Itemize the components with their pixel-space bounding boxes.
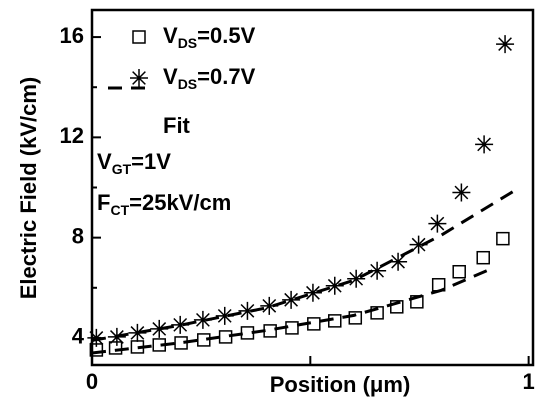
- star-marker: [238, 301, 257, 320]
- fit-line: [91, 188, 517, 342]
- star-marker: [452, 183, 471, 202]
- star-marker: [368, 261, 387, 280]
- square-marker: [452, 264, 466, 279]
- star-marker: [260, 296, 279, 315]
- star-marker: [496, 35, 515, 54]
- legend-label: VDS=0.7V: [163, 64, 256, 92]
- x-axis-label: Position (μm): [270, 372, 411, 397]
- annotation: VGT=1V: [97, 149, 171, 177]
- star-marker: [409, 235, 428, 254]
- star-marker: [215, 306, 234, 325]
- star-marker: [193, 310, 212, 329]
- legend-label: VDS=0.5V: [163, 23, 256, 51]
- star-marker: [87, 328, 106, 347]
- star-marker: [171, 315, 190, 334]
- y-axis-label: Electric Field (kV/cm): [16, 77, 41, 300]
- star-marker: [130, 69, 148, 87]
- x-tick-label: 1: [523, 369, 535, 394]
- star-marker: [347, 269, 366, 288]
- square-marker: [263, 324, 277, 338]
- legend-label: Fit: [163, 113, 191, 138]
- star-marker: [428, 214, 447, 233]
- fit-line: [91, 266, 495, 355]
- star-marker: [282, 290, 301, 309]
- y-tick-label: 16: [60, 23, 84, 48]
- y-tick-label: 4: [72, 324, 85, 349]
- square-marker: [132, 30, 146, 44]
- square-marker: [240, 326, 255, 340]
- square-marker: [348, 311, 363, 325]
- square-marker: [476, 250, 490, 265]
- square-marker: [108, 341, 123, 355]
- star-marker: [389, 252, 408, 271]
- square-marker: [370, 306, 384, 320]
- square-marker: [390, 300, 404, 314]
- star-marker: [325, 276, 344, 295]
- star-marker: [303, 283, 322, 302]
- star-marker: [150, 319, 169, 338]
- y-tick-label: 12: [60, 123, 84, 148]
- x-tick-label: 0: [86, 369, 98, 394]
- square-marker: [496, 231, 510, 246]
- y-tick-label: 8: [72, 223, 84, 248]
- annotation: FCT=25kV/cm: [97, 190, 231, 218]
- star-marker: [475, 135, 494, 154]
